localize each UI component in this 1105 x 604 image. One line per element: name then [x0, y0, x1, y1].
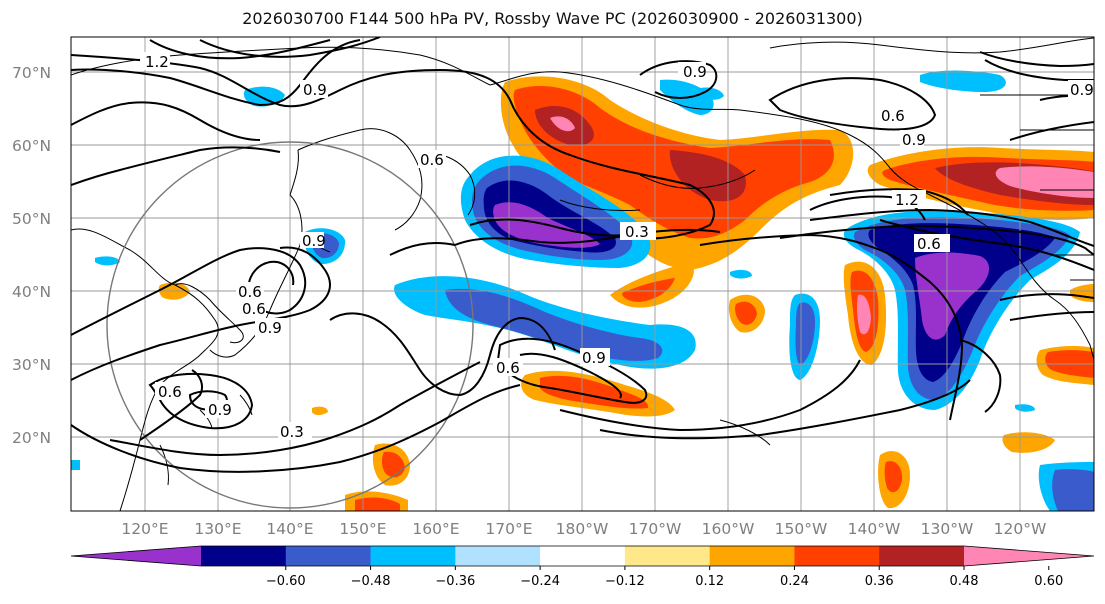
contour-label: 0.6: [496, 359, 520, 377]
contour-label: 0.6: [420, 151, 444, 169]
colorbar-swatch: [794, 546, 880, 566]
contour-label: 0.9: [302, 232, 326, 250]
colorbar-tick-label: 0.24: [780, 574, 809, 589]
colorbar-tick-label: −0.36: [435, 574, 475, 589]
lat-label: 30°N: [12, 356, 51, 374]
contour-label: 0.6: [158, 383, 182, 401]
colorbar-swatch: [201, 546, 287, 566]
lat-label: 20°N: [12, 429, 51, 447]
contour-label-layer: 1.2 0.9 0.9 0.6 0.6 0.3 0.6 0.9 0.9 0.6 …: [140, 52, 1094, 441]
lat-label: 40°N: [12, 283, 51, 301]
contour-label: 0.3: [280, 423, 304, 441]
contour-label: 0.9: [258, 319, 282, 337]
contour-label: 1.2: [145, 53, 169, 71]
lon-label: 120°W: [994, 520, 1047, 538]
lat-label: 50°N: [12, 210, 51, 228]
colorbar-swatch: [285, 546, 372, 566]
lat-label: 70°N: [12, 64, 51, 82]
contour-label: 0.9: [683, 63, 707, 81]
colorbar-tick-label: −0.48: [351, 574, 391, 589]
colorbar-tick-label: −0.60: [266, 574, 306, 589]
contour-label: 0.6: [238, 283, 262, 301]
lat-label: 60°N: [12, 137, 51, 155]
contour-label: 0.3: [625, 223, 649, 241]
colorbar-swatch: [455, 546, 541, 566]
lon-label: 130°E: [194, 520, 241, 538]
colorbar-swatch: [624, 546, 711, 566]
colorbar-extend-max: [964, 546, 1094, 566]
colorbar-swatch: [709, 546, 795, 566]
colorbar-tick-label: 0.48: [950, 574, 979, 589]
colorbar-tick-label: 0.12: [695, 574, 724, 589]
lon-label: 170°W: [629, 520, 682, 538]
contour-label: 0.6: [242, 300, 266, 318]
contour-label: 0.9: [208, 401, 232, 419]
colorbar-tick-label: 0.60: [1034, 574, 1063, 589]
pv-contours: [71, 37, 1094, 473]
contour-label: 0.6: [917, 235, 941, 253]
colorbar-tick-label: 0.36: [865, 574, 894, 589]
colorbar-outline: [70, 545, 1095, 567]
lon-label: 140°E: [266, 520, 313, 538]
lon-label: 180°W: [556, 520, 609, 538]
lon-label: 160°E: [412, 520, 459, 538]
colorbar-tick-label: −0.24: [520, 574, 560, 589]
lon-label: 120°E: [121, 520, 168, 538]
contour-label: 0.9: [1070, 81, 1094, 99]
lon-label: 150°E: [339, 520, 386, 538]
contour-label: 1.2: [895, 191, 919, 209]
colorbar-swatch: [879, 546, 965, 566]
longitude-labels: 120°E 130°E 140°E 150°E 160°E 170°E 180°…: [121, 520, 1046, 538]
colorbar-extend-min: [71, 546, 201, 566]
colorbar-swatch: [540, 546, 626, 566]
map-panel: 1.2 0.9 0.9 0.6 0.6 0.3 0.6 0.9 0.9 0.6 …: [71, 37, 1094, 511]
contour-label: 0.9: [582, 349, 606, 367]
colorbar-swatch: [370, 546, 456, 566]
contour-label: 0.9: [902, 131, 926, 149]
contour-label: 0.6: [881, 107, 905, 125]
lon-label: 150°W: [775, 520, 828, 538]
latitude-labels: 70°N 60°N 50°N 40°N 30°N 20°N: [12, 64, 51, 447]
lon-label: 160°W: [702, 520, 755, 538]
lon-label: 170°E: [485, 520, 532, 538]
lon-label: 130°W: [921, 520, 974, 538]
lon-label: 140°W: [848, 520, 901, 538]
map-title: 2026030700 F144 500 hPa PV, Rossby Wave …: [242, 9, 863, 28]
colorbar-tick-label: −0.12: [605, 574, 645, 589]
map-frame: [70, 36, 1095, 512]
colorbar: −0.60 −0.48 −0.36 −0.24 −0.12 0.12 0.24 0.36 0.4…: [70, 545, 1095, 589]
rossby-region-circle: [106, 141, 474, 509]
contour-label: 0.9: [303, 81, 327, 99]
